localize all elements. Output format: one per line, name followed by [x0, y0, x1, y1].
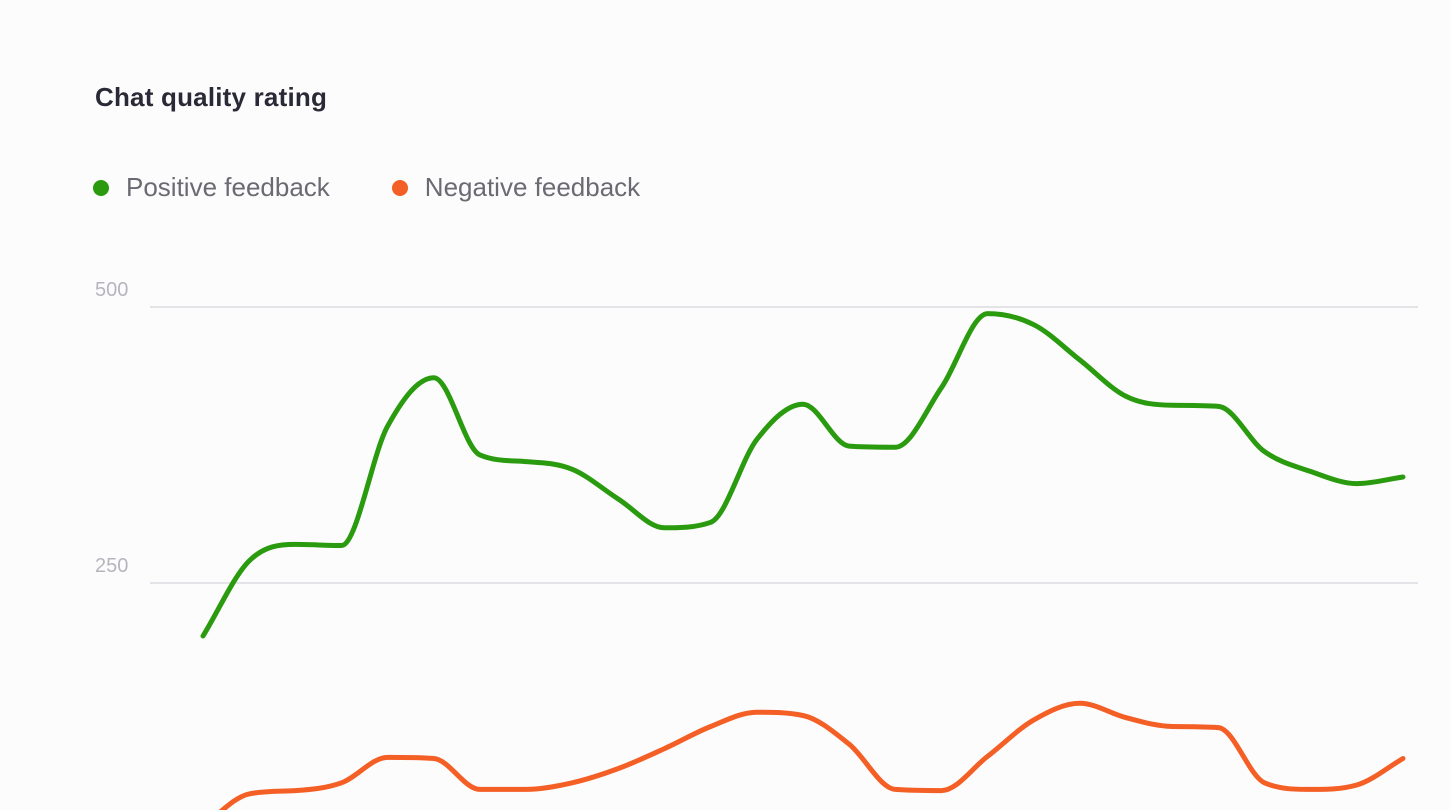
- positive-data-point[interactable]: [1351, 478, 1363, 490]
- positive-data-point[interactable]: [751, 434, 763, 446]
- legend-label-positive: Positive feedback: [126, 172, 330, 202]
- negative-data-point[interactable]: [566, 777, 578, 789]
- legend-dot-negative-icon: [391, 179, 408, 196]
- positive-data-point[interactable]: [566, 463, 578, 475]
- negative-data-point[interactable]: [659, 743, 671, 755]
- positive-data-point[interactable]: [1120, 390, 1132, 402]
- negative-data-point[interactable]: [1259, 777, 1271, 789]
- positive-data-point[interactable]: [1028, 319, 1040, 331]
- negative-data-point[interactable]: [1120, 712, 1132, 724]
- negative-data-point[interactable]: [936, 785, 948, 797]
- positive-data-point[interactable]: [936, 382, 948, 394]
- series-line-negative: [218, 700, 1406, 810]
- legend-dot-positive-icon: [93, 179, 109, 196]
- negative-data-point[interactable]: [382, 751, 394, 763]
- positive-data-point[interactable]: [474, 449, 486, 461]
- positive-data-point[interactable]: [520, 456, 532, 468]
- chart-title: Chat quality rating: [95, 82, 328, 112]
- negative-data-point[interactable]: [1305, 783, 1317, 795]
- negative-data-point[interactable]: [1397, 753, 1409, 765]
- negative-data-point[interactable]: [843, 738, 855, 750]
- negative-data-point[interactable]: [1351, 779, 1363, 791]
- negative-data-point[interactable]: [243, 788, 255, 800]
- negative-data-point[interactable]: [751, 706, 763, 718]
- negative-data-point[interactable]: [889, 783, 901, 795]
- negative-data-point[interactable]: [428, 753, 440, 765]
- chart-legend: Positive feedback Negative feedback: [93, 172, 702, 203]
- legend-item-positive[interactable]: Positive feedback: [93, 172, 330, 203]
- y-tick-label: 500: [95, 279, 128, 301]
- positive-data-point[interactable]: [797, 398, 809, 410]
- positive-data-point[interactable]: [1074, 354, 1086, 366]
- negative-data-point[interactable]: [520, 783, 532, 795]
- positive-data-point[interactable]: [982, 308, 994, 320]
- negative-data-point[interactable]: [289, 785, 301, 797]
- legend-item-negative[interactable]: Negative feedback: [391, 172, 641, 203]
- positive-data-point[interactable]: [289, 538, 301, 550]
- negative-data-point[interactable]: [982, 750, 994, 762]
- y-tick-label: 250: [95, 555, 128, 577]
- positive-data-point[interactable]: [336, 540, 348, 552]
- positive-data-point[interactable]: [705, 516, 717, 528]
- positive-data-point[interactable]: [382, 420, 394, 432]
- positive-data-point[interactable]: [1212, 400, 1224, 412]
- positive-data-point[interactable]: [1259, 446, 1271, 458]
- positive-data-point[interactable]: [612, 493, 624, 505]
- negative-data-point[interactable]: [797, 710, 809, 722]
- positive-data-point[interactable]: [428, 372, 440, 384]
- positive-data-point[interactable]: [889, 441, 901, 453]
- series-line-positive: [200, 311, 1406, 639]
- negative-data-point[interactable]: [336, 777, 348, 789]
- positive-data-point[interactable]: [659, 522, 671, 534]
- positive-data-point[interactable]: [1397, 471, 1409, 483]
- negative-data-point[interactable]: [1212, 722, 1224, 734]
- negative-data-point[interactable]: [1074, 697, 1086, 709]
- negative-data-point[interactable]: [1028, 714, 1040, 726]
- negative-data-point[interactable]: [612, 763, 624, 775]
- positive-data-point[interactable]: [1305, 466, 1317, 478]
- positive-data-point[interactable]: [1166, 399, 1178, 411]
- positive-data-point[interactable]: [197, 630, 209, 642]
- positive-data-point[interactable]: [843, 440, 855, 452]
- positive-data-point[interactable]: [243, 555, 255, 567]
- negative-data-point[interactable]: [1166, 721, 1178, 733]
- negative-data-point[interactable]: [705, 721, 717, 733]
- legend-label-negative: Negative feedback: [424, 172, 641, 202]
- negative-data-point[interactable]: [474, 783, 486, 795]
